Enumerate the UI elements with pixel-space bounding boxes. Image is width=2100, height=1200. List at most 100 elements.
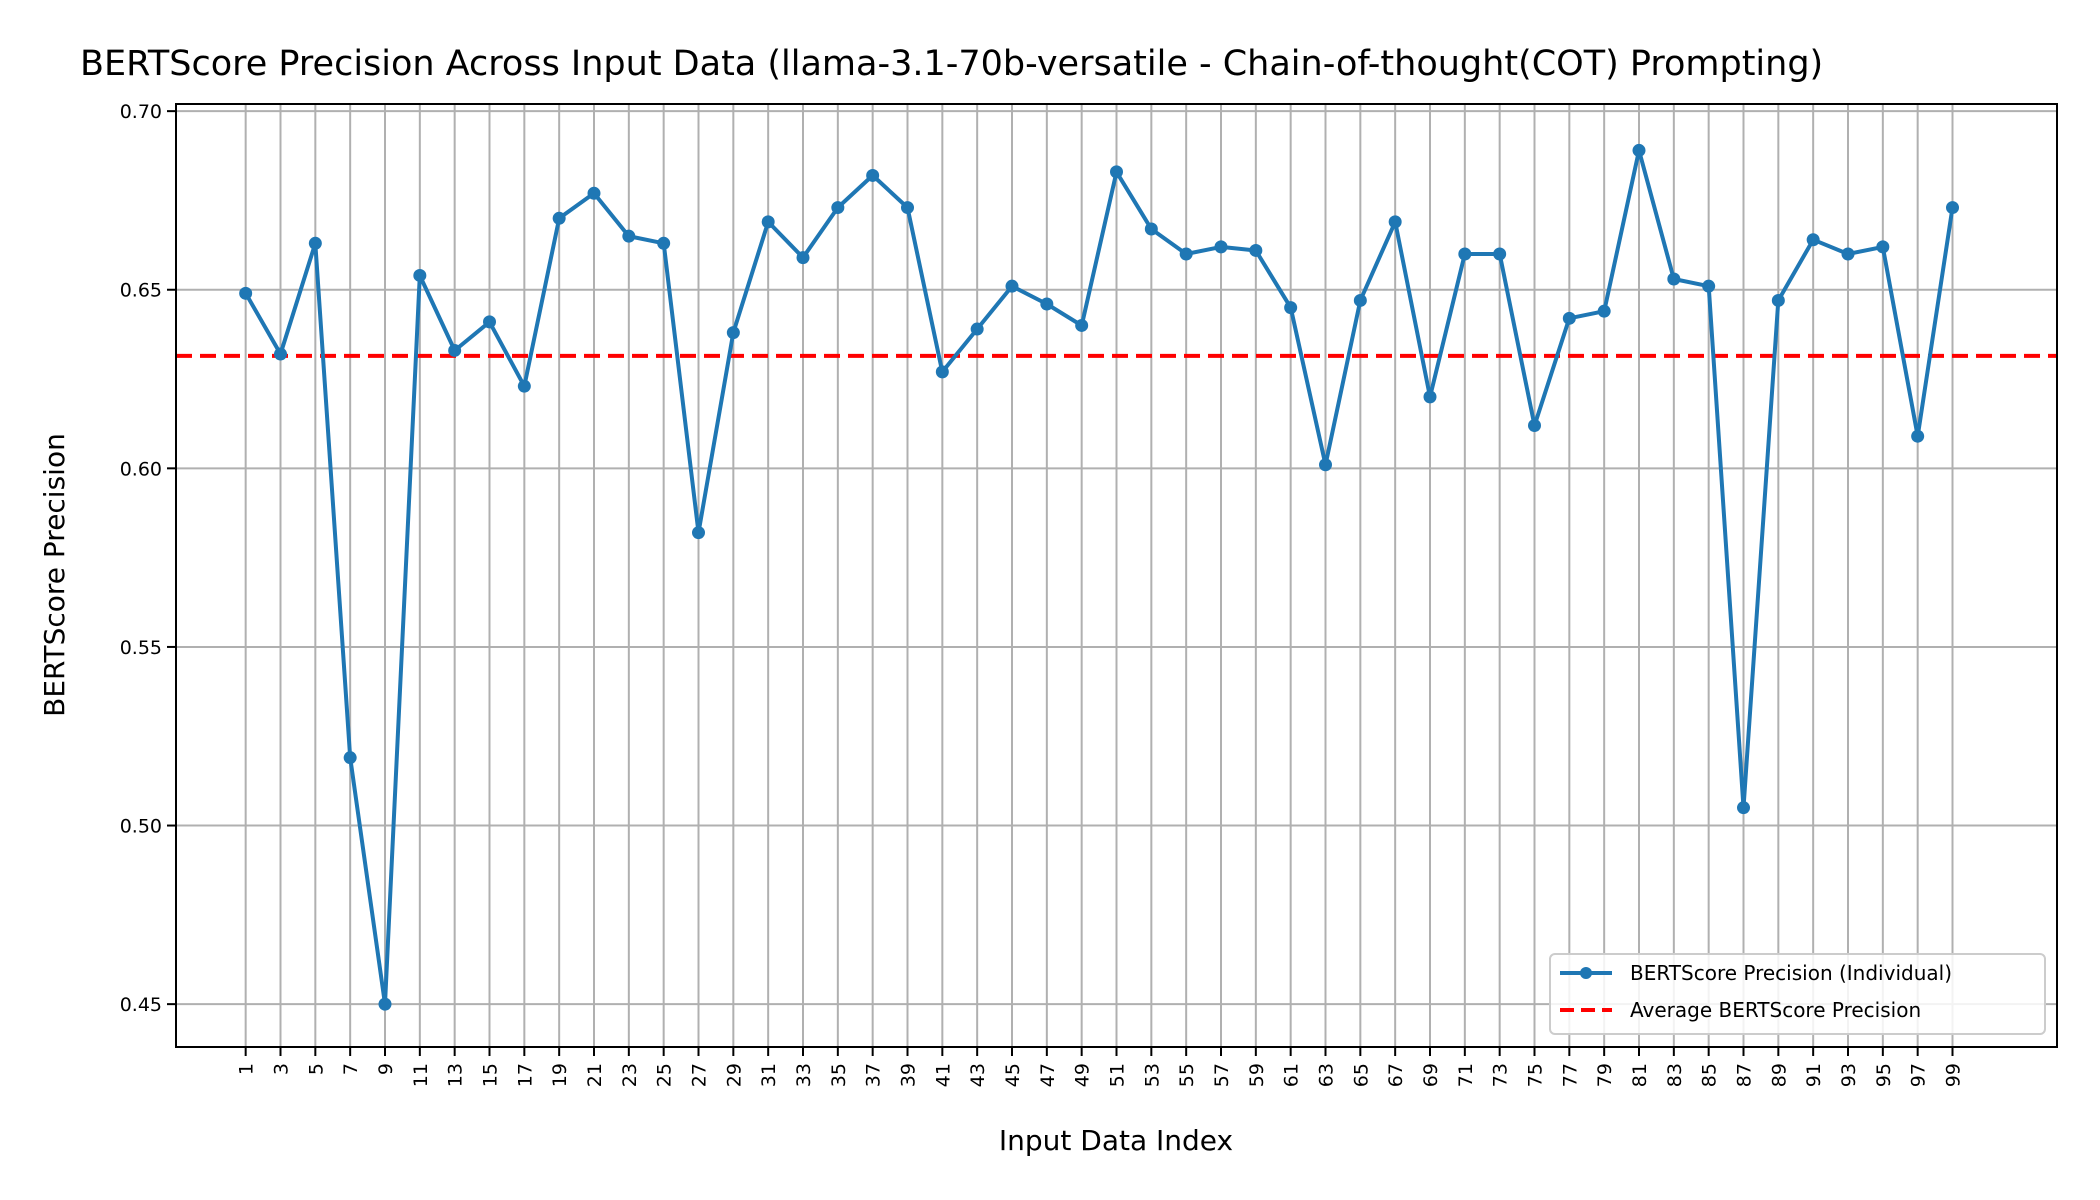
x-tick-label: 89 bbox=[1768, 1063, 1790, 1087]
x-tick-label: 1 bbox=[236, 1063, 258, 1075]
data-point bbox=[1841, 247, 1855, 261]
data-point bbox=[1353, 293, 1367, 307]
data-point bbox=[343, 751, 357, 765]
data-point bbox=[239, 286, 253, 300]
data-point bbox=[726, 326, 740, 340]
data-point bbox=[552, 211, 566, 225]
x-tick-label: 55 bbox=[1176, 1063, 1198, 1087]
legend-box bbox=[1549, 953, 2046, 1035]
x-tick-label: 29 bbox=[723, 1063, 745, 1087]
x-tick-label: 31 bbox=[758, 1063, 780, 1087]
y-tick-label: 0.55 bbox=[120, 637, 162, 659]
x-tick-label: 95 bbox=[1873, 1063, 1895, 1087]
data-points bbox=[239, 143, 1959, 1011]
x-tick-label: 75 bbox=[1525, 1063, 1547, 1087]
data-point bbox=[970, 322, 984, 336]
x-tick-label: 13 bbox=[445, 1063, 467, 1087]
data-point bbox=[413, 268, 427, 282]
legend-individual-label: BERTScore Precision (Individual) bbox=[1630, 961, 1952, 985]
data-point bbox=[1284, 301, 1298, 315]
x-tick-label: 53 bbox=[1141, 1063, 1163, 1087]
x-tick-label: 71 bbox=[1455, 1063, 1477, 1087]
data-point bbox=[448, 343, 462, 357]
data-point bbox=[378, 997, 392, 1011]
x-tick-label: 45 bbox=[1002, 1063, 1024, 1087]
legend: BERTScore Precision (Individual) Average… bbox=[1549, 953, 2046, 1035]
x-tick-label: 47 bbox=[1037, 1063, 1059, 1087]
legend-average-label: Average BERTScore Precision bbox=[1630, 998, 1921, 1022]
data-point bbox=[761, 215, 775, 229]
data-point bbox=[1249, 243, 1263, 257]
data-point bbox=[657, 236, 671, 250]
data-point bbox=[483, 315, 496, 329]
x-tick-label: 63 bbox=[1316, 1063, 1338, 1087]
data-point bbox=[1806, 233, 1820, 247]
x-tick-label: 27 bbox=[689, 1063, 711, 1087]
data-point bbox=[1946, 201, 1959, 215]
x-tick-label: 23 bbox=[619, 1063, 641, 1087]
data-point bbox=[274, 347, 287, 361]
x-tick-label: 25 bbox=[654, 1063, 676, 1087]
x-tick-label: 3 bbox=[271, 1063, 293, 1075]
data-point bbox=[901, 201, 914, 215]
x-tick-label: 97 bbox=[1908, 1063, 1930, 1087]
x-tick-label: 41 bbox=[932, 1063, 954, 1087]
x-tick-label: 87 bbox=[1734, 1063, 1756, 1087]
x-tick-label: 33 bbox=[793, 1063, 815, 1087]
x-tick-label: 65 bbox=[1350, 1063, 1372, 1087]
x-axis-ticks: 1 3 5 7 9 11 13 15 17 19 21 23 25 27 29 31 33 35 37 39 41 43 4… bbox=[236, 1047, 1965, 1087]
grid-lines bbox=[176, 104, 2057, 1047]
x-tick-label: 61 bbox=[1281, 1063, 1303, 1087]
y-tick-label: 0.60 bbox=[120, 458, 162, 480]
data-point bbox=[1144, 222, 1158, 236]
data-point bbox=[1562, 311, 1576, 325]
x-tick-label: 37 bbox=[863, 1063, 885, 1087]
x-tick-label: 21 bbox=[584, 1063, 606, 1087]
data-point bbox=[1423, 390, 1437, 404]
x-tick-label: 59 bbox=[1246, 1063, 1268, 1087]
data-point bbox=[1911, 429, 1925, 443]
x-tick-label: 83 bbox=[1664, 1063, 1686, 1087]
x-tick-label: 51 bbox=[1107, 1063, 1129, 1087]
data-point bbox=[1040, 297, 1054, 311]
x-tick-label: 15 bbox=[480, 1063, 502, 1087]
x-tick-label: 67 bbox=[1385, 1063, 1407, 1087]
x-tick-label: 73 bbox=[1490, 1063, 1512, 1087]
x-tick-label: 43 bbox=[967, 1063, 989, 1087]
data-point bbox=[1632, 143, 1646, 157]
y-tick-label: 0.50 bbox=[120, 816, 162, 838]
x-tick-label: 79 bbox=[1594, 1063, 1616, 1087]
data-point bbox=[1075, 318, 1089, 332]
y-tick-label: 0.65 bbox=[120, 280, 162, 302]
y-tick-label: 0.70 bbox=[120, 101, 162, 123]
data-point bbox=[1110, 165, 1123, 179]
data-point bbox=[1771, 293, 1785, 307]
individual-precision-line bbox=[243, 148, 1955, 1007]
data-point bbox=[1876, 240, 1890, 254]
data-point bbox=[831, 201, 845, 215]
x-tick-label: 49 bbox=[1072, 1063, 1094, 1087]
x-tick-label: 99 bbox=[1943, 1063, 1965, 1087]
x-tick-label: 77 bbox=[1559, 1063, 1581, 1087]
data-point bbox=[1597, 304, 1611, 318]
legend-individual-marker bbox=[1580, 967, 1592, 979]
data-point bbox=[1528, 418, 1541, 432]
data-point bbox=[1005, 279, 1019, 293]
data-point bbox=[1702, 279, 1716, 293]
data-point bbox=[1319, 458, 1332, 472]
data-point bbox=[1179, 247, 1193, 261]
x-tick-label: 57 bbox=[1211, 1063, 1233, 1087]
x-tick-label: 69 bbox=[1420, 1063, 1442, 1087]
data-point bbox=[1214, 240, 1228, 254]
data-point bbox=[692, 526, 705, 540]
x-tick-label: 85 bbox=[1699, 1063, 1721, 1087]
data-point bbox=[517, 379, 531, 393]
data-point bbox=[587, 186, 601, 200]
x-tick-label: 35 bbox=[828, 1063, 850, 1087]
x-tick-label: 5 bbox=[305, 1063, 327, 1075]
data-point bbox=[866, 168, 880, 182]
y-axis-ticks: 0.45 0.50 0.55 0.60 0.65 0.70 bbox=[120, 101, 176, 1016]
x-tick-label: 39 bbox=[898, 1063, 920, 1087]
x-axis-label: Input Data Index bbox=[999, 1124, 1233, 1157]
data-point bbox=[1458, 247, 1472, 261]
